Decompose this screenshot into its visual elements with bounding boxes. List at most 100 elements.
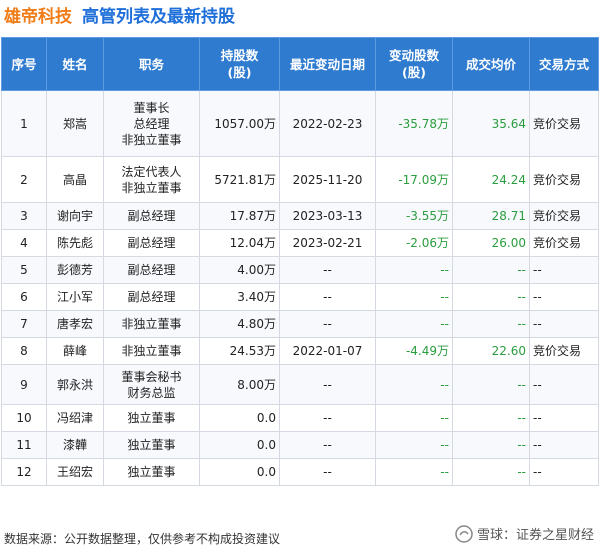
row-number: 4: [1, 229, 47, 257]
table-row: 9 郭永洪 董事会秘书 财务总监 8.00万 -- -- -- --: [1, 364, 599, 405]
trade-method: --: [529, 431, 599, 459]
change-date: 2023-02-21: [279, 229, 376, 257]
row-number: 9: [1, 364, 47, 405]
avg-price: --: [452, 431, 530, 459]
position-line: 董事长: [133, 100, 170, 115]
change-date: --: [279, 458, 376, 486]
brand-text: 雪球：证券之星财经: [476, 528, 594, 543]
shares-held: 4.00万: [199, 256, 280, 284]
executive-name: 高晶: [46, 156, 104, 203]
trade-method: 竞价交易: [529, 337, 599, 365]
snowball-icon: [455, 524, 473, 543]
executive-name: 江小军: [46, 283, 104, 311]
change-date: --: [279, 364, 376, 405]
position-line: 副总经理: [127, 236, 176, 250]
trade-method: --: [529, 283, 599, 311]
column-header: 序号: [1, 37, 47, 91]
position-cell: 非独立董事: [103, 337, 200, 365]
shares-held: 17.87万: [199, 202, 280, 230]
position-cell: 法定代表人 非独立董事: [103, 156, 200, 203]
avg-price: 26.00: [452, 229, 530, 257]
trade-method: 竞价交易: [529, 156, 599, 203]
position-line: 法定代表人: [121, 164, 182, 179]
position-line: 独立董事: [127, 411, 176, 425]
trade-method: 竞价交易: [529, 202, 599, 230]
avg-price: 22.60: [452, 337, 530, 365]
column-header: 最近变动日期: [279, 37, 376, 91]
trade-method: --: [529, 256, 599, 284]
row-number: 10: [1, 404, 47, 432]
trade-method: 竞价交易: [529, 90, 599, 157]
table-row: 8 薛峰 非独立董事 24.53万 2022-01-07 -4.49万 22.60 竞价交易: [1, 337, 599, 365]
table-heading: 高管列表及最新持股: [82, 7, 235, 27]
position-cell: 副总经理: [103, 229, 200, 257]
executive-name: 彭德芳: [46, 256, 104, 284]
share-change: --: [375, 364, 453, 405]
avg-price: --: [452, 404, 530, 432]
row-number: 6: [1, 283, 47, 311]
share-change: --: [375, 256, 453, 284]
table-row: 1 郑嵩 董事长 总经理 非独立董事 1057.00万 2022-02-23 -35.78万 3…: [1, 90, 599, 157]
executive-name: 郭永洪: [46, 364, 104, 405]
row-number: 12: [1, 458, 47, 486]
change-date: --: [279, 404, 376, 432]
share-change: -3.55万: [375, 202, 453, 230]
shares-held: 0.0: [199, 404, 280, 432]
change-date: --: [279, 431, 376, 459]
position-line: 非独立董事: [121, 344, 182, 358]
page-title: 雄帝科技 高管列表及最新持股: [4, 4, 235, 30]
shares-held: 12.04万: [199, 229, 280, 257]
position-cell: 副总经理: [103, 283, 200, 311]
change-date: 2022-01-07: [279, 337, 376, 365]
change-date: 2025-11-20: [279, 156, 376, 203]
avg-price: --: [452, 256, 530, 284]
share-change: --: [375, 310, 453, 338]
executive-name: 陈先彪: [46, 229, 104, 257]
data-source-note: 数据来源：公开数据整理，仅供参考不构成投资建议: [4, 532, 281, 546]
executive-name: 漆韡: [46, 431, 104, 459]
row-number: 5: [1, 256, 47, 284]
trade-method: --: [529, 458, 599, 486]
position-cell: 非独立董事: [103, 310, 200, 338]
position-cell: 副总经理: [103, 256, 200, 284]
change-date: --: [279, 283, 376, 311]
table-row: 12 王绍宏 独立董事 0.0 -- -- -- --: [1, 458, 599, 486]
executive-table: 序号 姓名 职务 持股数 (股) 最近变动日期 变动股数 (股) 成交均价 交易方式 1 郑嵩董…: [1, 37, 599, 486]
position-cell: 董事长 总经理 非独立董事: [103, 90, 200, 157]
share-change: --: [375, 404, 453, 432]
table-row: 3 谢向宇 副总经理 17.87万 2023-03-13 -3.55万 28.71 竞价交易: [1, 202, 599, 230]
table-header-row: 序号 姓名 职务 持股数 (股) 最近变动日期 变动股数 (股) 成交均价 交易方式: [1, 37, 599, 91]
row-number: 11: [1, 431, 47, 459]
avg-price: --: [452, 310, 530, 338]
position-line: 副总经理: [127, 263, 176, 277]
row-number: 7: [1, 310, 47, 338]
shares-held: 1057.00万: [199, 90, 280, 157]
row-number: 3: [1, 202, 47, 230]
column-header: 姓名: [46, 37, 104, 91]
shares-held: 24.53万: [199, 337, 280, 365]
share-change: -17.09万: [375, 156, 453, 203]
share-change: -4.49万: [375, 337, 453, 365]
position-cell: 独立董事: [103, 431, 200, 459]
row-number: 1: [1, 90, 47, 157]
position-line: 独立董事: [127, 465, 176, 479]
column-header: 交易方式: [529, 37, 599, 91]
position-line: 副总经理: [127, 209, 176, 223]
executive-name: 王绍宏: [46, 458, 104, 486]
shares-held: 0.0: [199, 458, 280, 486]
executive-name: 唐孝宏: [46, 310, 104, 338]
shares-held: 0.0: [199, 431, 280, 459]
trade-method: 竞价交易: [529, 229, 599, 257]
position-line: 独立董事: [127, 438, 176, 452]
executive-name: 冯绍津: [46, 404, 104, 432]
avg-price: --: [452, 364, 530, 405]
avg-price: --: [452, 458, 530, 486]
column-header: 成交均价: [452, 37, 530, 91]
position-cell: 独立董事: [103, 404, 200, 432]
table-row: 10 冯绍津 独立董事 0.0 -- -- -- --: [1, 404, 599, 432]
column-header: 变动股数 (股): [375, 37, 453, 91]
share-change: --: [375, 283, 453, 311]
executive-name: 谢向宇: [46, 202, 104, 230]
share-change: --: [375, 431, 453, 459]
position-cell: 董事会秘书 财务总监: [103, 364, 200, 405]
